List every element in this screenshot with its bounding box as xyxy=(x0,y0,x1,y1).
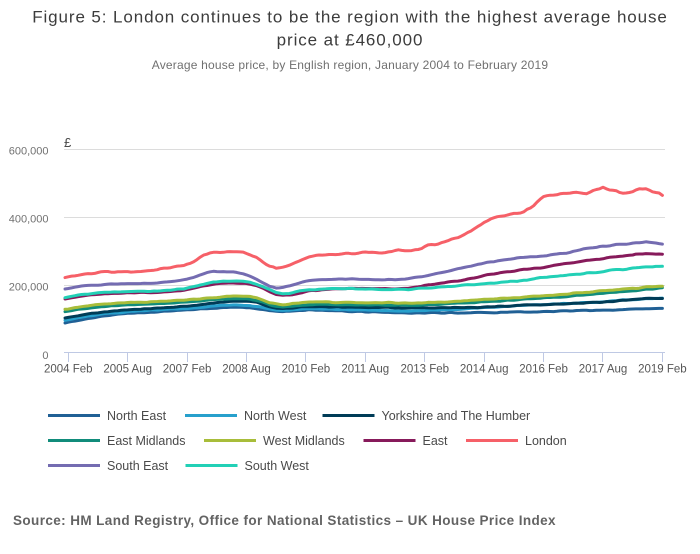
svg-text:South West: South West xyxy=(245,459,310,473)
svg-text:2019 Feb: 2019 Feb xyxy=(638,364,687,376)
svg-text:2017 Aug: 2017 Aug xyxy=(579,364,628,376)
svg-text:400,000: 400,000 xyxy=(9,214,49,226)
svg-text:2005 Aug: 2005 Aug xyxy=(103,364,152,376)
svg-text:Yorkshire and The Humber: Yorkshire and The Humber xyxy=(382,409,531,423)
svg-text:2007 Feb: 2007 Feb xyxy=(163,364,212,376)
svg-text:Figure 5: London continues to: Figure 5: London continues to be the reg… xyxy=(32,8,668,27)
svg-text:2011 Aug: 2011 Aug xyxy=(341,364,389,376)
svg-text:2010 Feb: 2010 Feb xyxy=(282,364,331,376)
svg-text:South East: South East xyxy=(107,459,169,473)
svg-text:0: 0 xyxy=(42,350,48,362)
svg-text:2013 Feb: 2013 Feb xyxy=(400,364,449,376)
svg-text:2004 Feb: 2004 Feb xyxy=(44,364,93,376)
svg-text:£: £ xyxy=(64,135,72,150)
svg-text:North East: North East xyxy=(107,409,167,423)
svg-text:600,000: 600,000 xyxy=(9,146,49,158)
svg-text:200,000: 200,000 xyxy=(9,282,49,294)
svg-text:2016 Feb: 2016 Feb xyxy=(519,364,568,376)
svg-text:Source: HM Land Registry, Offi: Source: HM Land Registry, Office for Nat… xyxy=(13,513,556,528)
svg-text:price at £460,000: price at £460,000 xyxy=(277,31,424,50)
svg-text:West Midlands: West Midlands xyxy=(263,434,345,448)
svg-text:2014 Aug: 2014 Aug xyxy=(460,364,509,376)
svg-text:2008 Aug: 2008 Aug xyxy=(222,364,271,376)
svg-text:London: London xyxy=(525,434,567,448)
svg-text:North West: North West xyxy=(244,409,307,423)
svg-text:East: East xyxy=(423,434,449,448)
svg-text:Average house price, by Englis: Average house price, by English region, … xyxy=(152,58,549,72)
svg-text:East Midlands: East Midlands xyxy=(107,434,186,448)
